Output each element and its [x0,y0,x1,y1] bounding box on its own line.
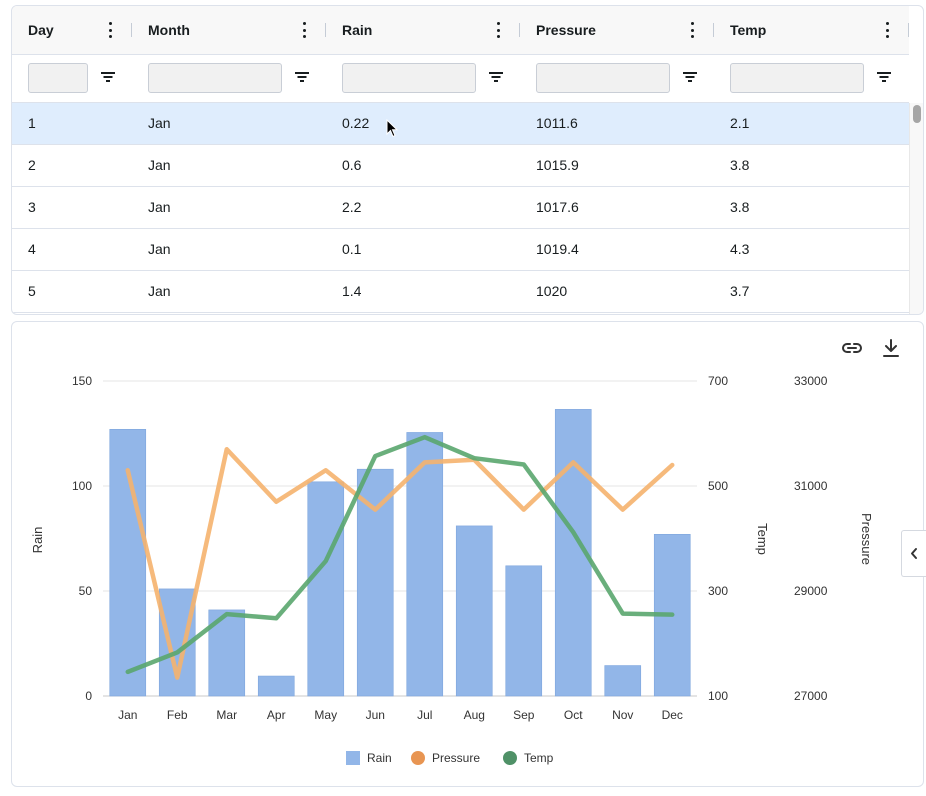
column-menu-icon[interactable] [495,22,501,38]
column-header-label: Temp [730,22,767,38]
column-resize-handle[interactable] [908,23,909,37]
table-row[interactable]: 3 Jan 2.2 1017.6 3.8 [12,187,909,229]
cell-pressure[interactable]: 1020 [536,283,568,299]
grid-header: Day Month Rain Pressure Temp [12,6,909,55]
filter-icon[interactable] [295,71,309,83]
cell-pressure[interactable]: 1015.9 [536,157,579,173]
cell-rain[interactable]: 2.2 [342,199,362,215]
column-resize-handle[interactable] [713,23,714,37]
column-resize-handle[interactable] [519,23,520,37]
column-header-temp[interactable]: Temp [714,6,909,54]
cell-month[interactable]: Jan [148,157,171,173]
filter-row [12,55,909,103]
filter-icon[interactable] [101,71,115,83]
cell-day[interactable]: 4 [28,241,36,257]
filter-input-month[interactable] [148,63,282,93]
column-menu-icon[interactable] [107,22,113,38]
column-menu-icon[interactable] [301,22,307,38]
column-menu-icon[interactable] [884,22,890,38]
cell-temp[interactable]: 4.3 [730,241,750,257]
mouse-cursor-icon [386,119,398,138]
column-header-label: Day [28,22,54,38]
cell-day[interactable]: 1 [28,115,36,131]
cell-month[interactable]: Jan [148,115,171,131]
vertical-scrollbar[interactable] [909,103,923,314]
cell-day[interactable]: 5 [28,283,36,299]
cell-temp[interactable]: 3.8 [730,199,750,215]
table-row[interactable]: 1 Jan 0.22 1011.6 2.1 [12,103,909,145]
cell-pressure[interactable]: 1019.4 [536,241,579,257]
column-header-day[interactable]: Day [12,6,132,54]
cell-pressure[interactable]: 1017.6 [536,199,579,215]
filter-icon[interactable] [877,71,891,83]
cell-temp[interactable]: 2.1 [730,115,750,131]
filter-input-pressure[interactable] [536,63,670,93]
column-header-rain[interactable]: Rain [326,6,520,54]
scrollbar-thumb[interactable] [913,105,921,123]
cell-temp[interactable]: 3.7 [730,283,750,299]
cell-rain[interactable]: 1.4 [342,283,362,299]
cell-month[interactable]: Jan [148,199,171,215]
table-row[interactable]: 4 Jan 0.1 1019.4 4.3 [12,229,909,271]
grid-body: 1 Jan 0.22 1011.6 2.1 2 Jan 0.6 1015.9 3.8 3 Jan 2.2… [12,103,909,314]
link-icon[interactable] [840,336,864,360]
filter-input-rain[interactable] [342,63,476,93]
cell-pressure[interactable]: 1011.6 [536,115,578,131]
filter-input-temp[interactable] [730,63,864,93]
table-row[interactable]: 5 Jan 1.4 1020 3.7 [12,271,909,313]
cell-rain[interactable]: 0.22 [342,115,370,131]
column-header-month[interactable]: Month [132,6,326,54]
cell-rain[interactable]: 0.1 [342,241,362,257]
column-resize-handle[interactable] [131,23,132,37]
table-row[interactable]: 2 Jan 0.6 1015.9 3.8 [12,145,909,187]
column-header-label: Month [148,22,190,38]
filter-icon[interactable] [489,71,503,83]
data-grid: Day Month Rain Pressure Temp 1 Jan 0.22 1011.6 2… [11,5,924,315]
download-icon[interactable] [879,336,903,360]
cell-rain[interactable]: 0.6 [342,157,362,173]
cell-month[interactable]: Jan [148,241,171,257]
chevron-left-icon [911,548,917,559]
cell-month[interactable]: Jan [148,283,171,299]
filter-input-day[interactable] [28,63,88,93]
cell-day[interactable]: 3 [28,199,36,215]
column-header-label: Rain [342,22,373,38]
column-resize-handle[interactable] [325,23,326,37]
column-menu-icon[interactable] [689,22,695,38]
column-header-pressure[interactable]: Pressure [520,6,714,54]
cell-temp[interactable]: 3.8 [730,157,750,173]
cell-day[interactable]: 2 [28,157,36,173]
side-panel-toggle[interactable] [901,530,926,577]
filter-icon[interactable] [683,71,697,83]
chart-panel [11,321,924,787]
column-header-label: Pressure [536,22,596,38]
